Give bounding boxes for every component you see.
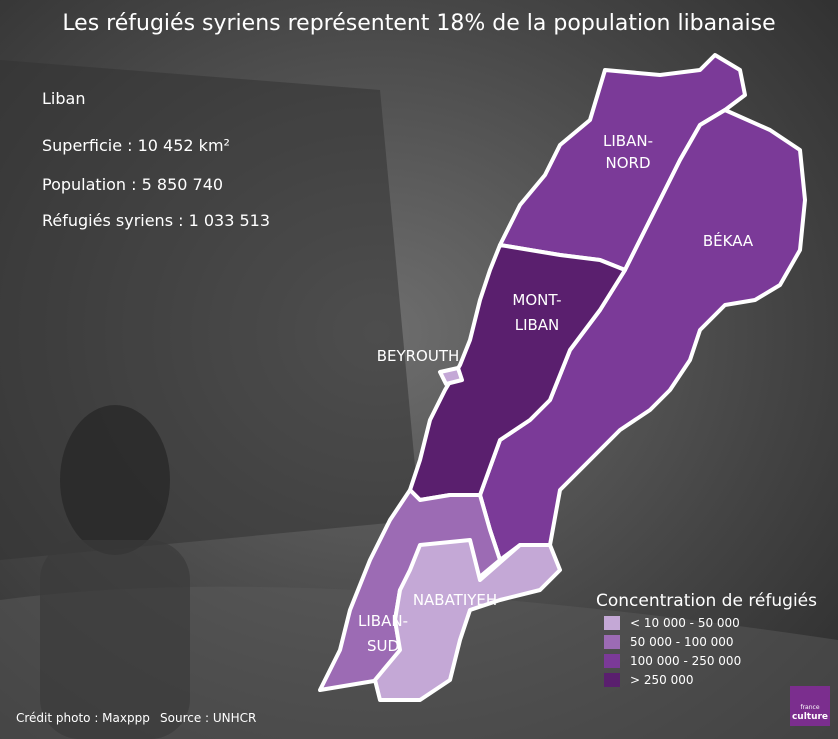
region-label: LIBAN-: [358, 612, 408, 630]
legend-swatch: [604, 635, 620, 649]
legend-label: 100 000 - 250 000: [630, 654, 741, 668]
legend: < 10 000 - 50 000 50 000 - 100 000 100 000…: [604, 616, 741, 687]
region-label: NABATIYEH: [413, 591, 497, 609]
logo-text: culture: [792, 712, 828, 722]
region-label: SUD: [367, 637, 399, 655]
legend-title: Concentration de réfugiés: [596, 591, 817, 611]
logo-text: france: [800, 704, 819, 711]
info-line: Population : 5 850 740: [42, 175, 223, 194]
legend-swatch: [604, 654, 620, 668]
region-labels: LIBAN- NORD BÉKAA MONT- LIBAN LIBAN- SUD…: [358, 132, 754, 655]
credit: Source : UNHCR: [160, 711, 256, 725]
title: Les réfugiés syriens représentent 18% de…: [62, 11, 775, 36]
region: [373, 538, 562, 702]
credit: Crédit photo : Maxppp: [16, 711, 150, 725]
info-line: Réfugiés syriens : 1 033 513: [42, 211, 270, 230]
region-label: NORD: [606, 154, 651, 172]
map: [318, 53, 807, 702]
legend-swatch: [604, 673, 620, 687]
info-line: Superficie : 10 452 km²: [42, 136, 230, 155]
legend-label: > 250 000: [630, 673, 694, 687]
region-label: MONT-: [512, 291, 561, 309]
legend-swatch: [604, 616, 620, 630]
region-label: LIBAN: [515, 316, 560, 334]
region-label: LIBAN-: [603, 132, 653, 150]
legend-label: < 10 000 - 50 000: [630, 616, 740, 630]
country: Liban: [42, 89, 85, 108]
child-figure: [60, 405, 170, 555]
legend-label: 50 000 - 100 000: [630, 635, 734, 649]
region: [438, 366, 464, 386]
logo: [790, 686, 830, 726]
region-label: BÉKAA: [703, 231, 754, 250]
child-figure: [40, 540, 190, 739]
region-label: BEYROUTH: [377, 347, 460, 365]
